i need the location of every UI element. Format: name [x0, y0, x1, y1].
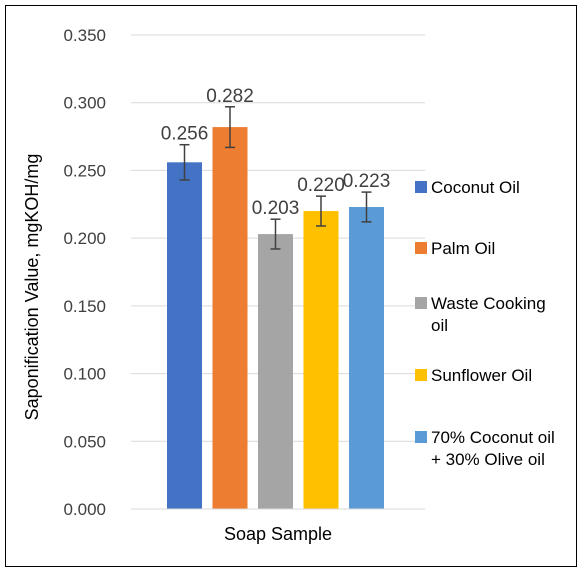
legend-swatch: [415, 431, 427, 443]
data-label: 0.203: [252, 198, 300, 219]
y-tick-label: 0.100: [63, 365, 106, 384]
error-bar: [179, 143, 190, 181]
legend: Coconut Oil Palm Oil Waste Cooking oil Sunfl…: [415, 178, 555, 469]
x-axis-title: Soap Sample: [224, 524, 332, 544]
legend-label: Coconut Oil: [431, 178, 520, 197]
bar-5: [349, 206, 384, 509]
legend-label: Waste Cooking oil: [431, 294, 546, 335]
data-label: 0.256: [161, 124, 209, 145]
error-bar: [361, 191, 372, 223]
legend-item: Coconut Oil: [415, 178, 520, 197]
y-tick-label: 0.200: [63, 229, 106, 248]
y-tick-label: 0.250: [63, 161, 106, 180]
legend-swatch: [415, 242, 427, 254]
y-tick-label: 0.050: [63, 432, 106, 451]
legend-item: Palm Oil: [415, 239, 495, 258]
y-tick-label: 0.350: [63, 26, 106, 45]
legend-item: Sunflower Oil: [415, 366, 532, 385]
legend-item: 70% Coconut oil + 30% Olive oil: [415, 428, 555, 469]
legend-item: Waste Cooking oil: [415, 294, 546, 335]
legend-swatch: [415, 369, 427, 381]
y-tick-label: 0.300: [63, 94, 106, 113]
bar-4: [303, 211, 339, 510]
y-axis-ticks: 0.000 0.050 0.100 0.150 0.200 0.250 0.300 0.350: [63, 26, 106, 519]
data-label: 0.223: [343, 171, 391, 192]
error-bar: [316, 195, 326, 227]
legend-swatch: [415, 297, 427, 309]
bars: [167, 127, 384, 510]
bar-1: [167, 162, 202, 509]
y-axis-title: Saponification Value, mgKOH/mg: [22, 154, 42, 421]
error-bars: [179, 106, 372, 250]
legend-swatch: [415, 181, 427, 193]
legend-label: Sunflower Oil: [431, 366, 532, 385]
bar-2: [212, 127, 248, 509]
data-label: 0.282: [206, 86, 254, 107]
data-label: 0.220: [297, 175, 345, 196]
legend-label: Palm Oil: [431, 239, 495, 258]
bar-3: [258, 234, 293, 509]
error-bar: [270, 218, 281, 250]
y-tick-label: 0.150: [63, 297, 106, 316]
legend-label: 70% Coconut oil + 30% Olive oil: [431, 428, 555, 469]
y-tick-label: 0.000: [63, 500, 106, 519]
error-bar: [225, 106, 235, 149]
